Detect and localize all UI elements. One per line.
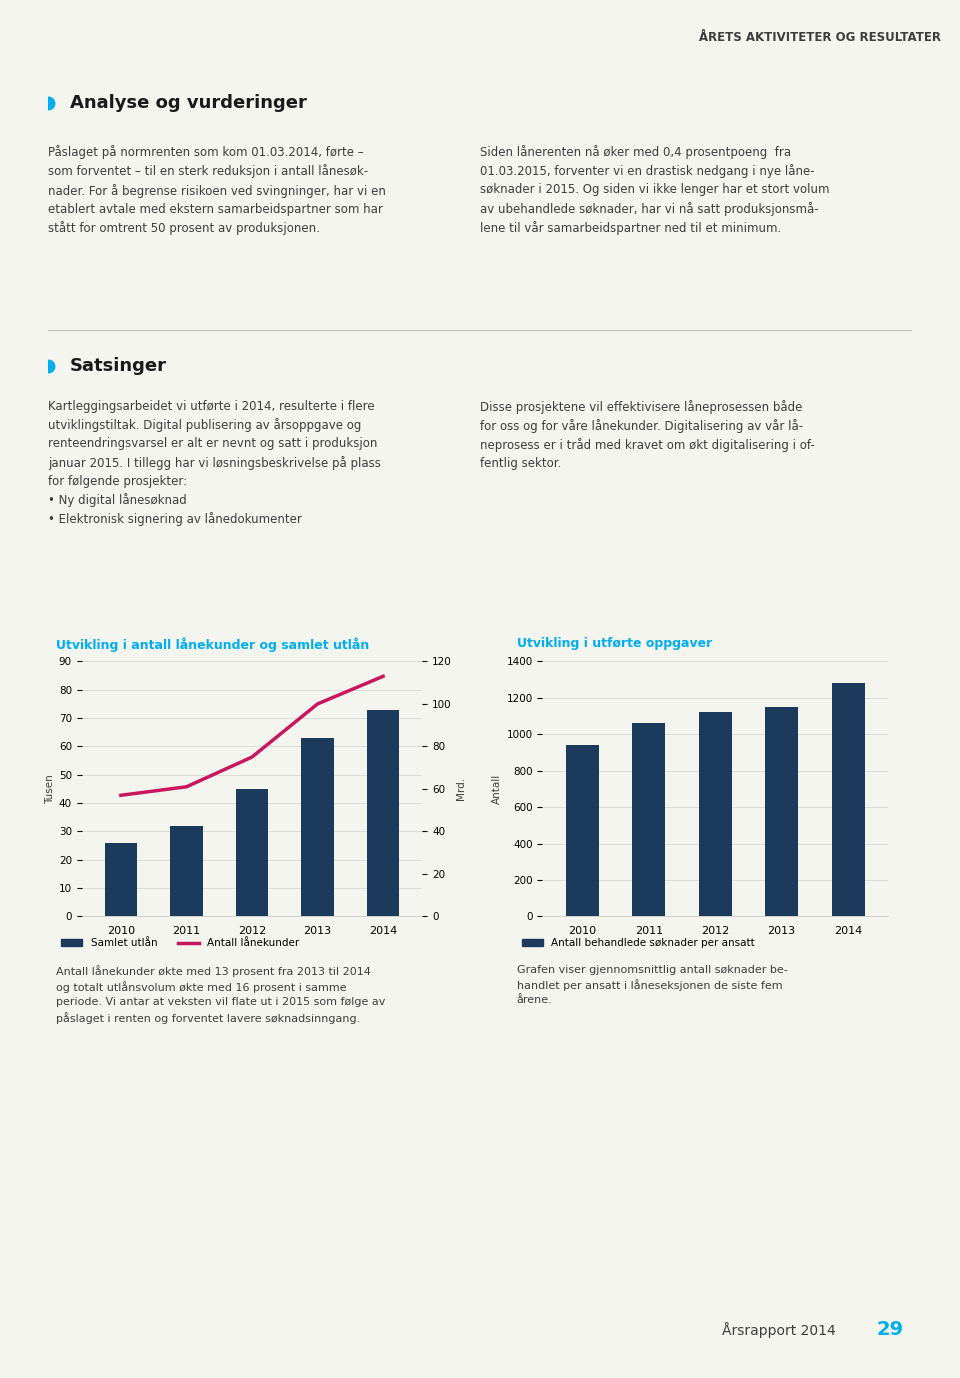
Text: 29: 29: [876, 1320, 903, 1339]
Text: Påslaget på normrenten som kom 01.03.2014, førte –
som forventet – til en sterk : Påslaget på normrenten som kom 01.03.201…: [48, 145, 386, 236]
Text: Utvikling i utførte oppgaver: Utvikling i utførte oppgaver: [516, 637, 712, 650]
Text: Analyse og vurderinger: Analyse og vurderinger: [70, 94, 306, 112]
Bar: [301, 737, 334, 916]
Text: Siden lånerenten nå øker med 0,4 prosentpoeng  fra
01.03.2015, forventer vi en d: Siden lånerenten nå øker med 0,4 prosent…: [480, 145, 829, 236]
Text: Utvikling i antall lånekunder og samlet utlån: Utvikling i antall lånekunder og samlet …: [56, 637, 370, 652]
Text: Kartleggingsarbeidet vi utførte i 2014, resulterte i flere
utviklingstiltak. Dig: Kartleggingsarbeidet vi utførte i 2014, …: [48, 400, 381, 526]
Text: Antall lånekunder økte med 13 prosent fra 2013 til 2014
og totalt utlånsvolum øk: Antall lånekunder økte med 13 prosent fr…: [56, 965, 385, 1024]
Bar: [632, 723, 665, 916]
Bar: [765, 707, 799, 916]
Bar: [367, 710, 399, 916]
Y-axis label: Mrd.: Mrd.: [456, 777, 466, 801]
Y-axis label: Antall: Antall: [492, 774, 502, 803]
Bar: [105, 843, 137, 916]
Text: Grafen viser gjennomsnittlig antall søknader be-
handlet per ansatt i låneseksjo: Grafen viser gjennomsnittlig antall søkn…: [516, 965, 787, 1006]
Bar: [235, 788, 269, 916]
Bar: [565, 745, 599, 916]
Y-axis label: Tusen: Tusen: [44, 774, 55, 803]
Text: Årsrapport 2014: Årsrapport 2014: [722, 1322, 835, 1338]
Bar: [170, 825, 203, 916]
Text: Disse prosjektene vil effektivisere låneprosessen både
for oss og for våre lånek: Disse prosjektene vil effektivisere låne…: [480, 400, 815, 470]
Text: ÅRETS AKTIVITETER OG RESULTATER: ÅRETS AKTIVITETER OG RESULTATER: [699, 30, 941, 44]
Text: Satsinger: Satsinger: [70, 357, 167, 375]
Legend: Samlet utlån, Antall lånekunder: Samlet utlån, Antall lånekunder: [58, 934, 303, 952]
Bar: [699, 712, 732, 916]
Legend: Antall behandlede søknader per ansatt: Antall behandlede søknader per ansatt: [518, 934, 759, 952]
Bar: [831, 683, 865, 916]
